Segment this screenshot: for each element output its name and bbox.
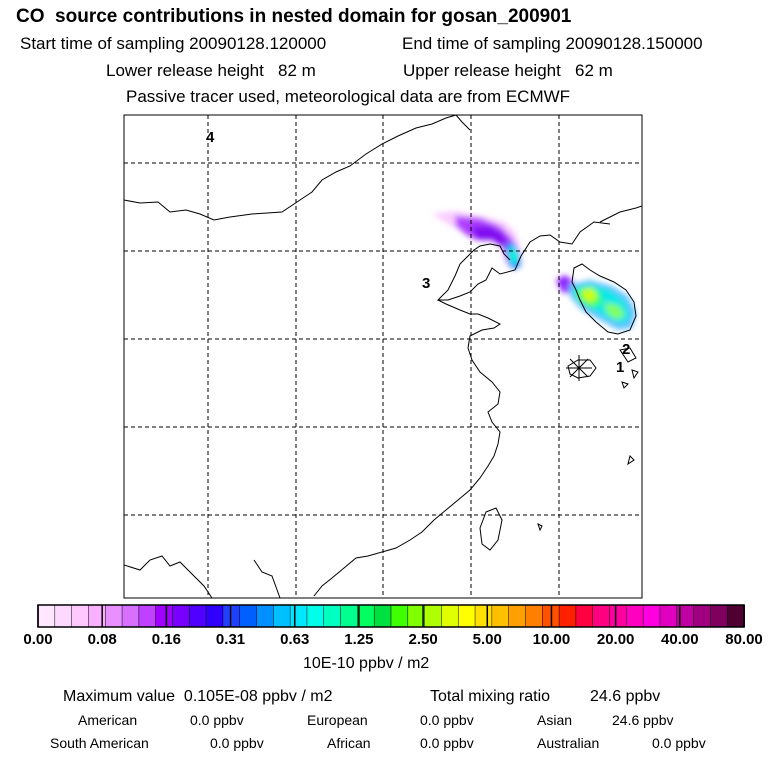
colorbar-cell [273,604,291,628]
colorbar-cell [172,604,191,628]
colorbar-cell [155,604,174,628]
colorbar-cell [357,604,376,628]
lower-release-height: Lower release height 82 m [106,61,316,80]
region-name-south-american: South American [50,735,149,751]
colorbar-cell [424,604,443,628]
colorbar-cell [71,604,90,628]
colorbar-cell [642,604,661,628]
region-name-african: African [327,735,371,751]
colorbar-tick-label: 0.08 [87,631,117,648]
lat-lon-grid [124,115,642,598]
colorbar-units: 10E-10 ppbv / m2 [303,655,430,672]
colorbar-cell [104,604,123,628]
colorbar-cell [726,604,745,628]
colorbar-cell [189,604,207,628]
colorbar-cell [659,604,678,628]
colorbar-cell [441,604,460,628]
colorbar-cell [138,604,157,628]
total-mixing-ratio-label: Total mixing ratio [430,688,551,705]
total-mixing-ratio-value: 24.6 ppbv [590,688,661,705]
colorbar-tick-label: 40.00 [661,631,699,648]
colorbar-cell [474,604,493,628]
colorbar-cell [710,604,729,628]
colorbar-cell [491,604,510,628]
colorbar-cell [289,604,308,628]
region-value-asian: 24.6 ppbv [612,712,674,728]
color-scale-bar [37,604,745,628]
start-time: Start time of sampling 20090128.120000 [20,34,327,53]
colorbar-cell [37,604,56,628]
colorbar-cell [306,604,325,628]
colorbar-cell [508,604,527,628]
region-label-1: 1 [616,359,624,376]
region-label-4: 4 [206,129,215,146]
colorbar-tick-label: 2.50 [408,631,438,648]
colorbar-cell [323,604,342,628]
colorbar-cell [340,604,359,628]
colorbar-cell [592,604,611,628]
region-value-african: 0.0 ppbv [420,735,474,751]
colorbar-tick-label: 5.00 [472,631,502,648]
region-value-american: 0.0 ppbv [190,712,244,728]
colorbar-cell [693,604,712,628]
colorbar-cell [88,604,107,628]
colorbar-cell [525,604,544,628]
region-value-australian: 0.0 ppbv [652,735,706,751]
maximum-value: Maximum value 0.105E-08 ppbv / m2 [63,688,333,705]
region-name-european: European [307,712,368,728]
region-name-american: American [78,712,138,728]
map-frame [123,114,643,599]
colorbar-cell [222,604,241,628]
colorbar-cell [575,604,594,628]
colorbar-tick-label: 0.16 [151,631,181,648]
colorbar-tick-label: 10.00 [532,631,571,648]
colorbar-cell [390,604,409,628]
colorbar-cell [558,604,577,628]
figure-title: CO source contributions in nested domain… [16,6,572,27]
colorbar-cell [626,604,644,628]
region-name-australian: Australian [537,735,600,751]
colorbar-cell [54,604,73,628]
region-name-asian: Asian [537,712,573,728]
colorbar-tick-label: 0.31 [215,631,246,648]
colorbar-cell [121,604,140,628]
colorbar-cell [239,604,258,628]
coastlines [124,115,642,598]
colorbar-tick-label: 20.00 [596,631,635,648]
upper-release-height: Upper release height 62 m [403,61,613,80]
colorbar-tick-label: 80.00 [725,631,763,648]
colorbar-cell [609,604,628,628]
region-value-european: 0.0 ppbv [420,712,474,728]
end-time: End time of sampling 20090128.150000 [402,34,703,53]
colorbar-tick-label: 0.63 [280,631,310,648]
colorbar-cell [256,604,275,628]
colorbar-cell [457,604,476,628]
colorbar-cell [205,604,224,628]
region-value-south-american: 0.0 ppbv [210,735,264,751]
colorbar-cell [373,604,392,628]
colorbar-tick-label: 0.00 [23,631,53,648]
tracer-note: Passive tracer used, meteorological data… [126,87,571,106]
receptor-star-icon [566,355,592,381]
colorbar-tick-label: 1.25 [344,631,374,648]
region-label-2: 2 [622,341,630,358]
region-label-3: 3 [422,275,430,292]
